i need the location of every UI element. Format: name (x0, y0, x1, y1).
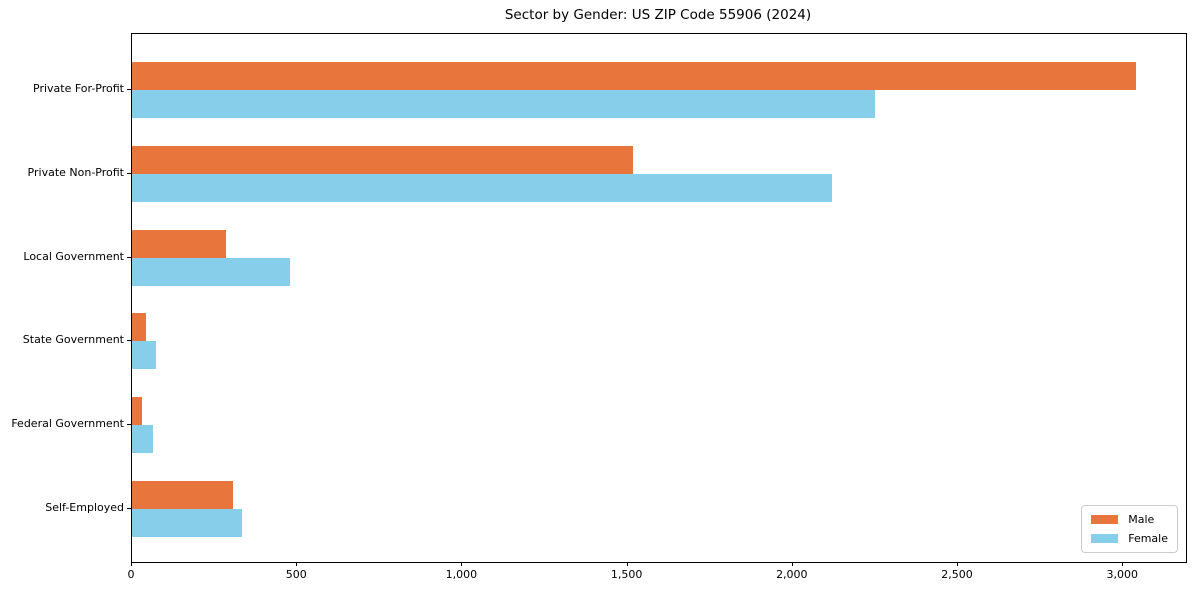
x-axis-tick (461, 562, 463, 566)
x-axis-label: 0 (127, 568, 135, 581)
y-axis-label: Local Government (23, 249, 124, 263)
y-axis-label: Self-Employed (45, 501, 124, 514)
x-axis-tick (131, 562, 132, 566)
x-axis-tick (1122, 562, 1124, 566)
bar-male-private-non-profit (132, 145, 633, 174)
legend-label-female: Female (1128, 532, 1168, 545)
legend: Male Female (1081, 505, 1178, 553)
x-axis-label: 3,000 (1106, 568, 1138, 581)
y-axis-tick (127, 172, 131, 174)
x-axis-tick (626, 562, 628, 566)
bar-male-self-employed (132, 481, 234, 509)
x-axis-tick (791, 562, 793, 566)
x-axis-label: 500 (285, 568, 307, 581)
bar-female-federal-government (132, 425, 154, 454)
y-axis-label: Federal Government (11, 417, 124, 431)
legend-item-female: Female (1091, 532, 1168, 545)
y-axis-label: State Government (22, 333, 124, 347)
chart-title: Sector by Gender: US ZIP Code 55906 (202… (504, 7, 812, 23)
bar-male-state-government (132, 313, 147, 342)
bar-male-local-government (132, 229, 226, 258)
bar-female-self-employed (132, 509, 242, 537)
y-axis-label: Private For-Profit (33, 82, 124, 95)
bar-female-state-government (132, 341, 157, 370)
y-axis-tick (127, 256, 131, 258)
bar-female-private-non-profit (132, 173, 833, 202)
female-series-swatch (1091, 534, 1119, 543)
y-axis-tick (127, 340, 131, 342)
legend-label-male: Male (1128, 513, 1155, 526)
bar-female-private-for-profit (132, 90, 876, 118)
bar-male-private-for-profit (132, 62, 1137, 90)
bar-male-federal-government (132, 397, 143, 426)
plot-area: Male Female (131, 33, 1187, 563)
x-axis-label: 1,000 (445, 568, 478, 581)
male-series-swatch (1091, 515, 1119, 524)
bar-female-local-government (132, 257, 290, 286)
y-axis-tick (127, 89, 131, 90)
y-axis-tick (127, 424, 131, 426)
x-axis-tick (957, 562, 959, 566)
x-axis-label: 1,500 (610, 568, 643, 581)
legend-item-male: Male (1091, 513, 1168, 526)
x-axis-label: 2,500 (941, 568, 973, 581)
x-axis-tick (296, 562, 298, 566)
y-axis-label: Private Non-Profit (27, 165, 124, 179)
y-axis-tick (127, 508, 131, 509)
x-axis-label: 2,000 (776, 568, 808, 581)
